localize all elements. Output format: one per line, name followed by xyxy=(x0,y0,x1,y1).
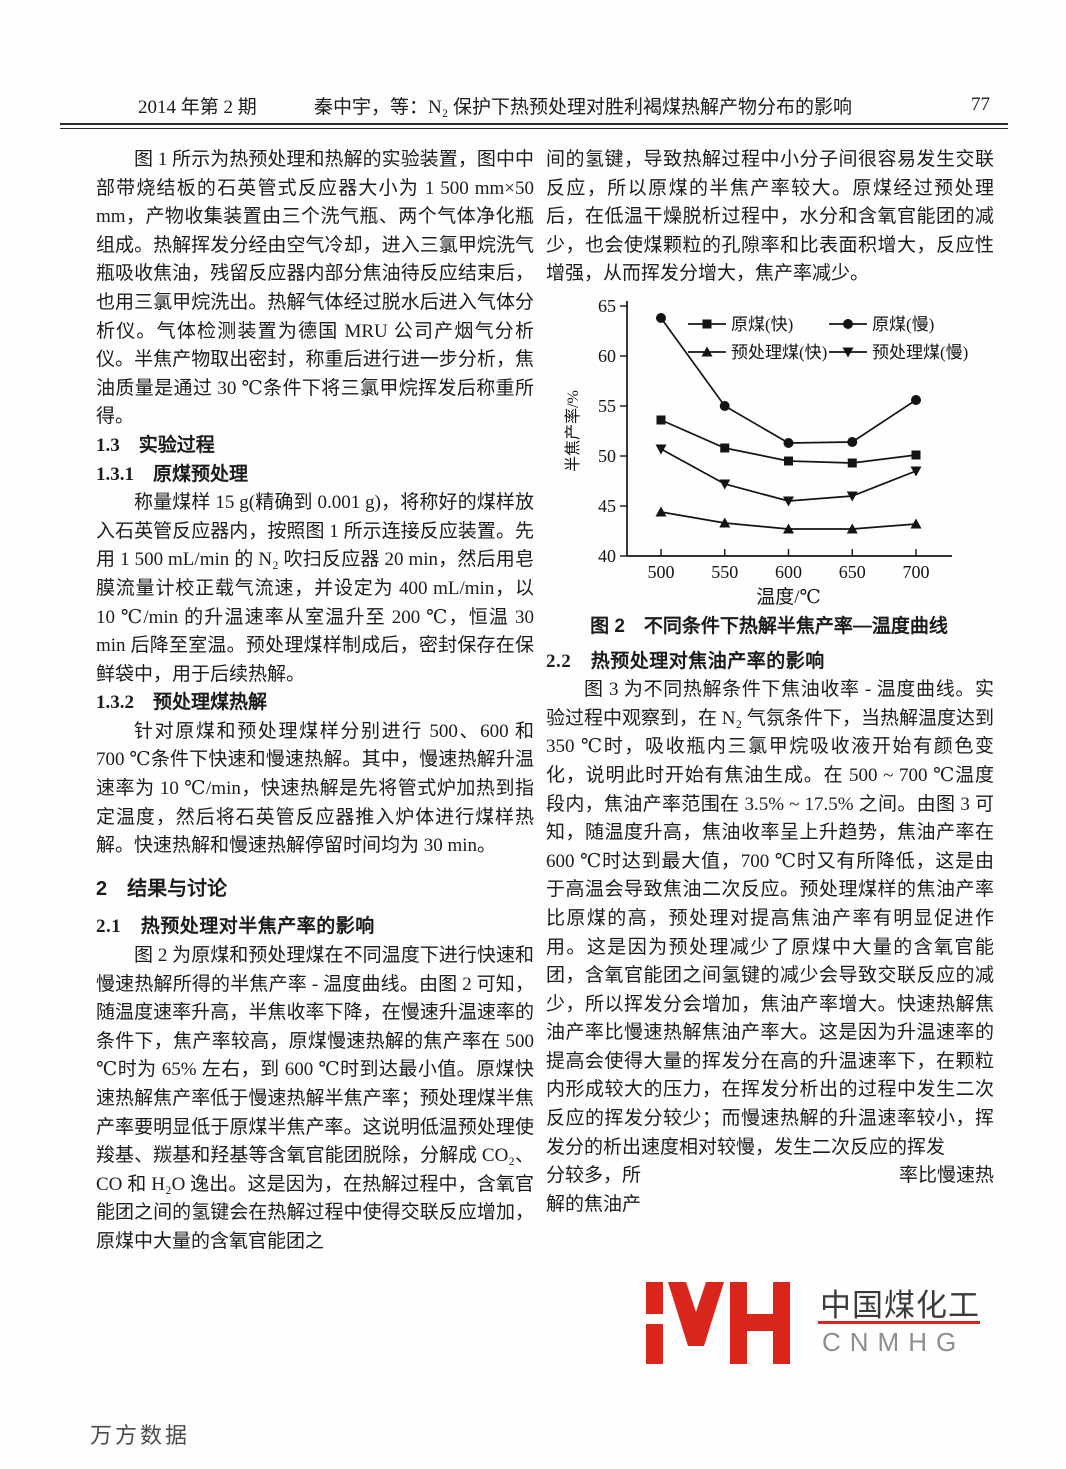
wanfang-data-brand: 万方数据 xyxy=(90,1423,191,1448)
paragraph: 间的氢键，导致热解过程中小分子间很容易发生交联反应，所以原煤的半焦产率较大。原煤… xyxy=(546,149,994,285)
running-title: 秦中宇，等：N₂ 保护下热预处理对胜利褐煤热解产物分布的影响 xyxy=(313,97,853,118)
svg-text:40: 40 xyxy=(598,546,616,566)
svg-text:半焦产率/%: 半焦产率/% xyxy=(564,390,582,472)
svg-text:预处理煤(快): 预处理煤(快) xyxy=(731,343,827,362)
obscured-text-line: 解的焦油产 xyxy=(546,1191,994,1220)
subsection-heading-2-2: 2.2 热预处理对焦油产率的影响 xyxy=(546,650,825,672)
heading-1-3-1: 1.3.1 原煤预处理 xyxy=(96,463,249,485)
svg-text:原煤(快): 原煤(快) xyxy=(731,315,793,334)
svg-text:原煤(慢): 原煤(慢) xyxy=(872,314,934,334)
svg-text:50: 50 xyxy=(598,446,616,466)
watermark-underline xyxy=(818,1321,980,1324)
figure2: 40 45 50 55 60 65 500 550 600 650 700 温度/℃ 半焦产率/% 原煤(… xyxy=(548,293,990,642)
left-column: 图 1 所示为热预处理和热解的实验装置，图中中部带烧结板的石英管式反应器大小为 … xyxy=(96,146,534,1257)
svg-text:700: 700 xyxy=(903,562,930,582)
figure2-caption: 图 2 不同条件下热解半焦产率—温度曲线 xyxy=(590,615,948,637)
paragraph: 图 2 为原煤和预处理煤在不同温度下进行快速和慢速热解所得的半焦产率 - 温度曲… xyxy=(96,945,534,1252)
text-fragment: 率比慢速热 xyxy=(898,1165,994,1187)
svg-text:60: 60 xyxy=(598,346,616,366)
heading-1-3: 1.3 实验过程 xyxy=(96,434,215,456)
obscured-text-line: 分较多，所 率比慢速热 xyxy=(546,1162,994,1191)
header-rule xyxy=(60,123,1008,129)
text-fragment: 解的焦油产 xyxy=(546,1193,642,1215)
paragraph: 针对原煤和预处理煤样分别进行 500、600 和 700 ℃条件下快速和慢速热解… xyxy=(96,720,534,857)
paragraph: 图 3 为不同热解条件下焦油收率 - 温度曲线。实验过程中观察到，在 N₂ 气氛… xyxy=(546,679,994,1158)
paragraph: 称量煤样 15 g(精确到 0.001 g)，将称好的煤样放入石英管反应器内，按… xyxy=(96,492,534,685)
paragraph: 图 1 所示为热预处理和热解的实验装置，图中中部带烧结板的石英管式反应器大小为 … xyxy=(96,149,534,428)
svg-text:650: 650 xyxy=(839,562,866,582)
watermark-en-text: CNMHG xyxy=(822,1327,966,1357)
text-fragment: 分较多，所 xyxy=(546,1165,642,1187)
svg-text:600: 600 xyxy=(775,562,802,582)
page-number: 77 xyxy=(971,94,990,115)
cnmhg-watermark: 中国煤化工 CNMHG xyxy=(646,1274,996,1370)
watermark-cn-text: 中国煤化工 xyxy=(820,1288,980,1323)
svg-text:65: 65 xyxy=(598,296,616,316)
figure2-chart: 40 45 50 55 60 65 500 550 600 650 700 温度/℃ 半焦产率/% 原煤(… xyxy=(564,296,968,607)
svg-text:55: 55 xyxy=(598,396,616,416)
svg-text:45: 45 xyxy=(598,496,616,516)
section-heading-2: 2 结果与讨论 xyxy=(96,877,228,900)
subsection-heading-2-1: 2.1 热预处理对半焦产率的影响 xyxy=(96,916,375,938)
svg-text:500: 500 xyxy=(648,562,675,582)
heading-1-3-2: 1.3.2 预处理煤热解 xyxy=(96,692,268,714)
svg-text:550: 550 xyxy=(711,562,738,582)
right-column: 间的氢键，导致热解过程中小分子间很容易发生交联反应，所以原煤的半焦产率较大。原煤… xyxy=(546,146,994,1219)
cnmhg-logo-icon xyxy=(646,1282,790,1364)
svg-text:温度/℃: 温度/℃ xyxy=(756,586,821,607)
journal-issue: 2014 年第 2 期 xyxy=(138,97,257,118)
svg-text:预处理煤(慢): 预处理煤(慢) xyxy=(872,342,968,362)
